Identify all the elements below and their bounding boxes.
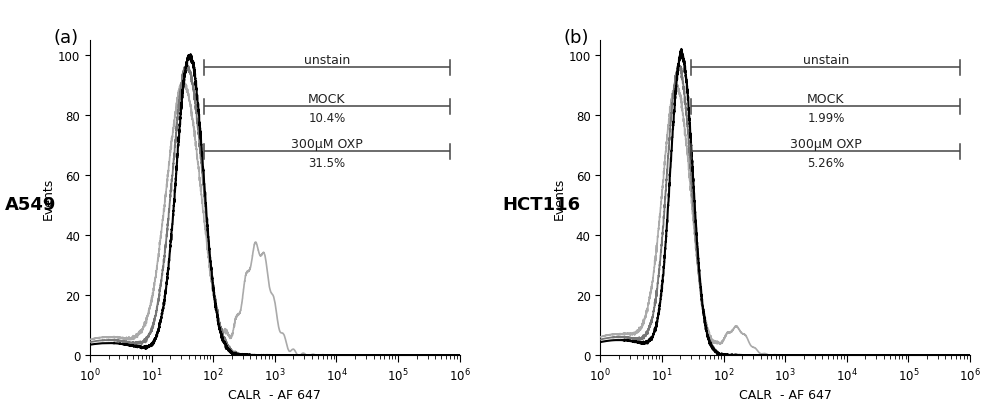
Text: unstain: unstain <box>304 54 350 67</box>
Text: 31.5%: 31.5% <box>308 157 346 169</box>
Text: 300μM OXP: 300μM OXP <box>291 138 363 150</box>
Text: MOCK: MOCK <box>308 93 346 106</box>
X-axis label: CALR  - AF 647: CALR - AF 647 <box>228 388 321 401</box>
Text: 1.99%: 1.99% <box>807 112 845 124</box>
Text: A549: A549 <box>5 195 57 214</box>
Text: (a): (a) <box>53 29 78 47</box>
Text: 10.4%: 10.4% <box>308 112 346 124</box>
Text: HCT116: HCT116 <box>502 195 580 214</box>
Text: (b): (b) <box>563 29 589 47</box>
Text: unstain: unstain <box>803 54 849 67</box>
X-axis label: CALR  - AF 647: CALR - AF 647 <box>739 388 832 401</box>
Text: MOCK: MOCK <box>807 93 845 106</box>
Y-axis label: Events: Events <box>553 177 566 219</box>
Y-axis label: Events: Events <box>42 177 55 219</box>
Text: 300μM OXP: 300μM OXP <box>790 138 862 150</box>
Text: 5.26%: 5.26% <box>807 157 844 169</box>
